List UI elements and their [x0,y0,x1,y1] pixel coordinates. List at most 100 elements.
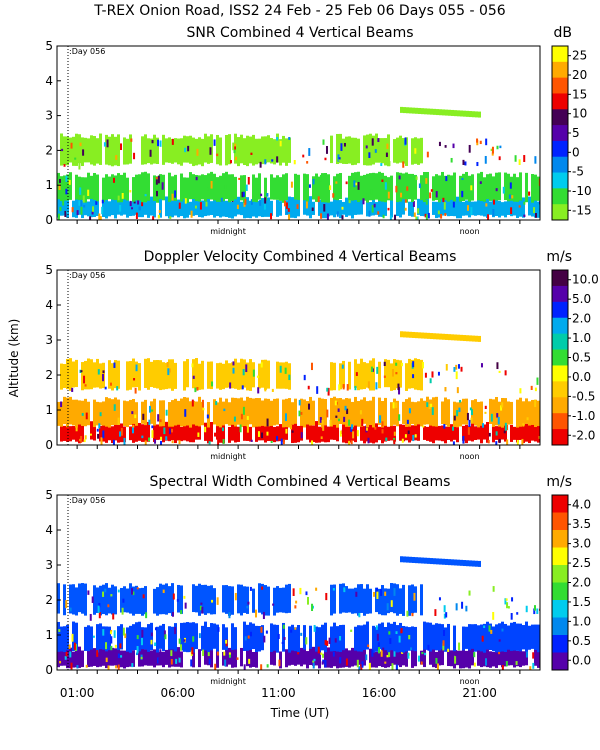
x-axis-label: Time (UT) [270,706,330,720]
upper-echo [400,331,481,342]
page-title: T-REX Onion Road, ISS2 24 Feb - 25 Feb 0… [93,3,506,19]
colorbar-swatch [552,333,568,351]
colorbar-tick-label: -2.0 [572,428,595,442]
colorbar-swatch [552,381,568,398]
upper-echo [400,556,481,567]
colorbar-unit: m/s [546,474,572,490]
colorbar-tick-label: 0.0 [572,653,591,667]
colorbar-tick-label: 1.0 [572,614,591,628]
colorbar-swatch [552,617,568,636]
colorbar-swatch [552,61,568,79]
day-marker-label: :Day 056 [69,271,105,280]
colorbar-tick-label: 3.5 [572,517,591,531]
echo-layer [60,133,537,170]
colorbar-swatch [552,285,568,303]
colorbar-tick-label: 15 [572,87,587,101]
colorbar-swatch [552,397,568,414]
y-tick-label: 5 [45,263,53,277]
echo-layer [60,421,540,445]
colorbar-swatch [552,547,568,566]
colorbar-swatch [552,270,568,287]
colorbar-tick-label: -1.0 [572,409,595,423]
chart-panel-1: SNR Combined 4 Vertical Beams dB :Day 056 0… [45,25,591,236]
y-tick-label: 0 [45,438,53,452]
y-tick-label: 3 [45,109,53,123]
echo-layer [57,583,540,621]
heatmap-field [57,106,540,220]
colorbar-swatch [552,204,568,221]
colorbar-swatch [552,349,568,366]
colorbar-tick-label: 2.5 [572,556,591,570]
colorbar-tick-label: -0.5 [572,389,595,403]
chart-title: Doppler Velocity Combined 4 Vertical Bea… [144,249,457,265]
colorbar-tick-label: 3.0 [572,537,591,551]
chart-panel-3: Spectral Width Combined 4 Vertical Beams… [45,474,591,700]
x-tick-label: 16:00 [362,686,397,700]
colorbar-swatch [552,530,568,548]
colorbar-swatch [552,140,568,158]
colorbar-tick-label: 10 [572,107,587,121]
colorbar-tick-label: 0 [572,145,580,159]
colorbar-tick-label: 0.5 [572,351,591,365]
echo-layer [57,396,540,433]
y-axis-label: Altitude (km) [7,319,21,398]
x-tick-label: 06:00 [160,686,195,700]
midnight-label: midnight [210,452,246,461]
midnight-label: midnight [210,227,246,236]
x-tick-label: 21:00 [462,686,497,700]
colorbar-tick-label: 20 [572,68,587,82]
colorbar: 25 20 15 10 5 0 -5 -10 -15 [551,45,592,221]
colorbar-tick-label: 10.0 [572,273,599,287]
colorbar-swatch [552,172,568,189]
colorbar-swatch [552,365,568,382]
y-tick-label: 4 [45,523,53,537]
y-tick-label: 5 [45,39,53,53]
colorbar-tick-label: 5.0 [572,292,591,306]
colorbar-swatch [552,512,568,531]
colorbar-swatch [552,301,568,319]
day-marker-label: :Day 056 [69,496,105,505]
colorbar-swatch [552,109,568,126]
chart-title: Spectral Width Combined 4 Vertical Beams [150,474,451,490]
x-tick-label: 01:00 [60,686,95,700]
y-tick-label: 4 [45,74,53,88]
colorbar-unit: dB [554,25,573,41]
colorbar-swatch [552,565,568,583]
day-marker-label: :Day 056 [69,47,105,56]
chart-panel-2: Doppler Velocity Combined 4 Vertical Bea… [45,249,598,461]
heatmap-field [57,556,540,670]
midnight-label: midnight [210,677,246,686]
echo-layer [57,196,540,220]
colorbar-swatch [552,429,568,446]
colorbar-tick-label: 0.0 [572,370,591,384]
colorbar-swatch [552,93,568,110]
noon-label: noon [460,452,480,461]
colorbar-swatch [552,125,568,142]
colorbar-tick-label: -5 [572,165,584,179]
colorbar-tick-label: 0.5 [572,634,591,648]
y-tick-label: 3 [45,558,53,572]
colorbar-swatch [552,600,568,618]
chart-title: SNR Combined 4 Vertical Beams [186,25,413,41]
colorbar-swatch [552,413,568,430]
colorbar-swatch [552,156,568,174]
colorbar-swatch [552,188,568,205]
upper-echo [400,106,481,118]
colorbar-tick-label: 4.0 [572,498,591,512]
colorbar-tick-label: 2.0 [572,312,591,326]
echo-layer [57,621,540,657]
colorbar: 4.0 3.5 3.0 2.5 2.0 1.5 1.0 0.5 0.0 [551,494,591,671]
x-tick-label: 11:00 [261,686,296,700]
colorbar-tick-label: 1.0 [572,331,591,345]
colorbar-swatch [552,46,568,63]
y-tick-label: 2 [45,143,53,157]
echo-layer [57,171,540,207]
colorbar-swatch [552,317,568,335]
colorbar-tick-label: 1.5 [572,595,591,609]
y-tick-label: 1 [45,628,53,642]
y-tick-label: 1 [45,178,53,192]
y-tick-label: 5 [45,488,53,502]
y-tick-label: 2 [45,368,53,382]
colorbar-tick-label: 25 [572,49,587,63]
